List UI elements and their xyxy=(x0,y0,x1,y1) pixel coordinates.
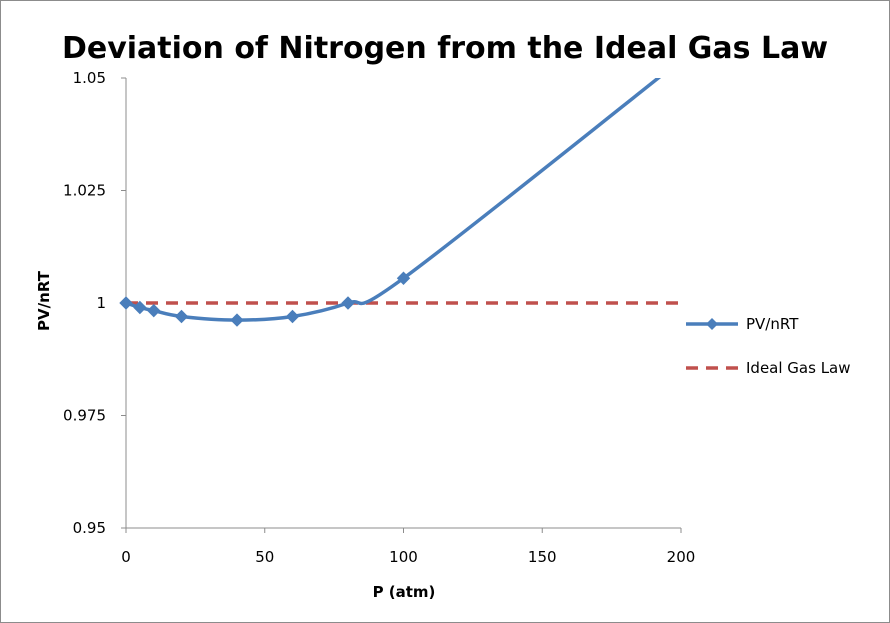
series-pv-nrt-point xyxy=(285,309,300,324)
x-tick-label: 150 xyxy=(528,548,557,566)
legend-ideal-gas-law-label: Ideal Gas Law xyxy=(746,359,851,377)
series-pv-nrt-point xyxy=(396,271,411,285)
series-pv-nrt-point xyxy=(133,300,147,315)
series-pv-nrt-point xyxy=(230,313,244,327)
y-tick-label: 1.025 xyxy=(63,182,106,200)
axes: 0.95 0.975 1 1.025 1.05 0 50 100 150 200 xyxy=(63,69,695,566)
y-tick-label: 1 xyxy=(96,294,106,312)
y-tick-label: 0.95 xyxy=(73,519,106,537)
y-tick-label: 0.975 xyxy=(63,407,106,425)
x-tick-label: 100 xyxy=(389,548,418,566)
series-pv-nrt-point xyxy=(174,309,189,324)
y-tick-label: 1.05 xyxy=(73,69,106,87)
series-pv-nrt-point xyxy=(341,296,355,310)
x-tick-label: 50 xyxy=(255,548,274,566)
chart-title: Deviation of Nitrogen from the Ideal Gas… xyxy=(62,31,828,66)
x-axis-label: P (atm) xyxy=(373,583,436,601)
legend-pv-nrt-label: PV/nRT xyxy=(746,315,799,333)
legend-pv-nrt-marker xyxy=(706,318,718,330)
x-tick-label: 200 xyxy=(667,548,696,566)
legend: PV/nRT Ideal Gas Law xyxy=(686,315,851,377)
series-pv-nrt-point xyxy=(147,303,161,318)
y-axis-label: PV/nRT xyxy=(35,270,53,331)
plot-area xyxy=(119,78,681,327)
x-tick-label: 0 xyxy=(121,548,131,566)
series-pv-nrt-line xyxy=(126,78,662,322)
series-pv-nrt-point xyxy=(119,296,133,310)
